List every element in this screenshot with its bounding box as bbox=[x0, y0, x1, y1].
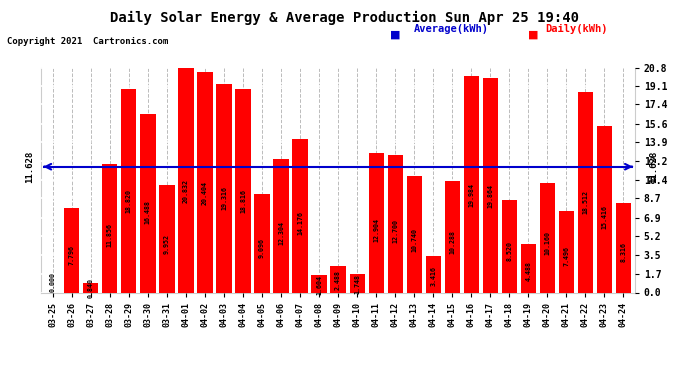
Bar bbox=[83, 284, 99, 292]
Bar bbox=[350, 274, 365, 292]
Text: 11.856: 11.856 bbox=[107, 223, 113, 247]
Bar bbox=[388, 155, 403, 292]
Bar bbox=[159, 185, 175, 292]
Bar bbox=[235, 89, 250, 292]
Text: 3.416: 3.416 bbox=[430, 266, 436, 286]
Text: 0.840: 0.840 bbox=[88, 278, 94, 298]
Text: 9.952: 9.952 bbox=[164, 234, 170, 254]
Bar bbox=[293, 139, 308, 292]
Text: 10.288: 10.288 bbox=[449, 230, 455, 254]
Bar bbox=[64, 208, 79, 292]
Text: 2.488: 2.488 bbox=[335, 270, 341, 290]
Text: 10.160: 10.160 bbox=[544, 231, 551, 255]
Bar bbox=[482, 78, 498, 292]
Bar bbox=[444, 181, 460, 292]
Text: 12.304: 12.304 bbox=[278, 220, 284, 245]
Text: 20.404: 20.404 bbox=[202, 181, 208, 205]
Bar bbox=[311, 275, 326, 292]
Text: 12.700: 12.700 bbox=[392, 219, 398, 243]
Text: 8.520: 8.520 bbox=[506, 241, 512, 261]
Text: 20.832: 20.832 bbox=[183, 179, 189, 203]
Text: 19.864: 19.864 bbox=[487, 184, 493, 208]
Text: 11.628: 11.628 bbox=[649, 151, 658, 183]
Text: 12.904: 12.904 bbox=[373, 217, 379, 242]
Bar bbox=[121, 89, 137, 292]
Bar bbox=[255, 194, 270, 292]
Bar bbox=[102, 164, 117, 292]
Text: 1.604: 1.604 bbox=[316, 275, 322, 295]
Text: 8.316: 8.316 bbox=[620, 242, 627, 262]
Bar bbox=[273, 159, 288, 292]
Text: Daily Solar Energy & Average Production Sun Apr 25 19:40: Daily Solar Energy & Average Production … bbox=[110, 11, 580, 26]
Bar bbox=[597, 126, 612, 292]
Text: 7.496: 7.496 bbox=[563, 246, 569, 266]
Text: Average(kWh): Average(kWh) bbox=[414, 24, 489, 34]
Text: ■: ■ bbox=[390, 29, 400, 39]
Bar bbox=[368, 153, 384, 292]
Text: Daily(kWh): Daily(kWh) bbox=[545, 24, 608, 34]
Bar bbox=[426, 255, 441, 292]
Text: 7.796: 7.796 bbox=[69, 244, 75, 264]
Text: 16.488: 16.488 bbox=[145, 200, 151, 224]
Bar bbox=[615, 202, 631, 292]
Bar bbox=[578, 92, 593, 292]
Text: 11.628: 11.628 bbox=[26, 151, 34, 183]
Text: 19.984: 19.984 bbox=[469, 183, 474, 207]
Bar bbox=[331, 266, 346, 292]
Text: 15.416: 15.416 bbox=[602, 206, 607, 230]
Text: 14.176: 14.176 bbox=[297, 211, 303, 236]
Bar bbox=[140, 114, 155, 292]
Text: 19.316: 19.316 bbox=[221, 186, 227, 210]
Bar bbox=[540, 183, 555, 292]
Bar bbox=[217, 84, 232, 292]
Text: 4.488: 4.488 bbox=[525, 261, 531, 280]
Text: 9.096: 9.096 bbox=[259, 238, 265, 258]
Text: ■: ■ bbox=[528, 29, 538, 39]
Text: 18.816: 18.816 bbox=[240, 189, 246, 213]
Bar bbox=[178, 67, 194, 292]
Bar bbox=[521, 244, 536, 292]
Bar bbox=[502, 200, 517, 292]
Bar bbox=[197, 72, 213, 292]
Bar bbox=[559, 211, 574, 292]
Bar bbox=[464, 76, 479, 292]
Text: 18.820: 18.820 bbox=[126, 189, 132, 213]
Text: Copyright 2021  Cartronics.com: Copyright 2021 Cartronics.com bbox=[7, 38, 168, 46]
Text: 10.740: 10.740 bbox=[411, 228, 417, 252]
Text: 0.000: 0.000 bbox=[50, 272, 56, 292]
Text: 18.512: 18.512 bbox=[582, 190, 589, 214]
Bar bbox=[406, 176, 422, 292]
Text: 1.748: 1.748 bbox=[354, 274, 360, 294]
